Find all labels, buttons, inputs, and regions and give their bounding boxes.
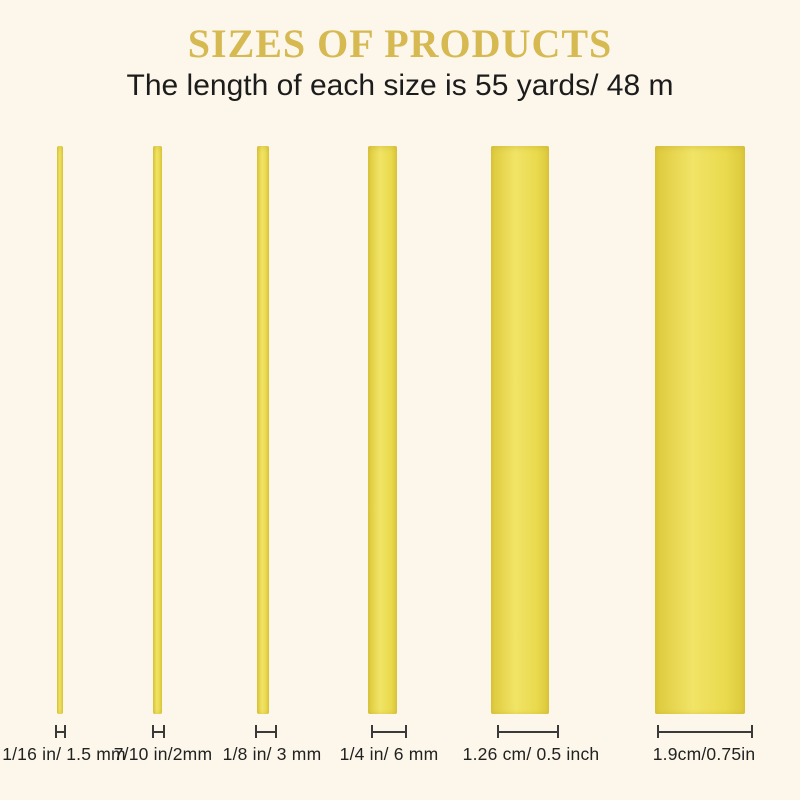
width-indicator-line	[659, 730, 751, 733]
size-label: 1/8 in/ 3 mm	[222, 744, 322, 764]
size-label: 1/16 in/ 1.5 mm	[2, 744, 126, 764]
size-label: 1/4 in/ 6 mm	[339, 744, 439, 764]
width-indicator	[497, 725, 559, 738]
width-indicator	[255, 725, 277, 738]
width-indicator-line	[153, 730, 163, 733]
width-indicator	[657, 725, 753, 738]
width-indicator	[54, 725, 66, 738]
page-subtitle: The length of each size is 55 yards/ 48 …	[126, 69, 674, 102]
width-indicator	[371, 725, 407, 738]
tape-strip	[367, 146, 397, 714]
width-indicator-line	[499, 730, 557, 733]
width-indicator-line	[257, 730, 275, 733]
tape-strip	[57, 146, 63, 714]
tape-strip	[491, 146, 549, 714]
tape-strip	[152, 146, 162, 714]
width-indicator-line	[373, 730, 405, 733]
page-title: SIZES OF PRODUCTS	[187, 21, 613, 66]
width-indicator-line	[56, 730, 64, 733]
size-label: 1.9cm/0.75in	[652, 744, 756, 764]
size-label: 7/10 in/2mm	[113, 744, 213, 764]
tape-strip	[257, 146, 269, 714]
width-indicator	[151, 725, 165, 738]
tape-strip	[655, 146, 745, 714]
size-label: 1.26 cm/ 0.5 inch	[462, 744, 600, 764]
